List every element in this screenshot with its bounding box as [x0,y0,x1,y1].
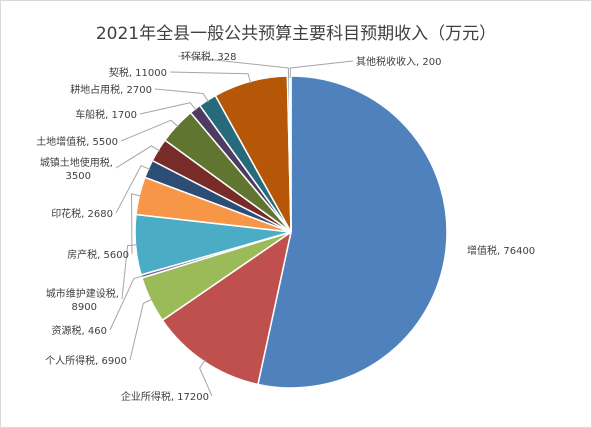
data-label-1: 企业所得税, 17200 [121,390,209,403]
leader-line-11 [169,71,252,84]
pie-slice-0 [257,75,448,389]
leader-line-4 [121,244,138,300]
data-label-2: 个人所得税, 6900 [45,354,127,367]
data-label-line: 个人所得税, 6900 [45,354,127,367]
data-label-line: 8900 [72,302,97,313]
leader-line-6 [115,164,151,214]
data-label-line: 其他税收收入, 200 [356,55,441,68]
data-label-line: 房产税, 5600 [67,248,129,261]
data-label-6: 印花税, 2680 [51,207,113,220]
leader-line-5 [130,193,142,255]
data-label-line: 城市维护建设税, [46,287,119,300]
data-label-line: 城镇土地使用税, [40,156,113,169]
data-label-7: 城镇土地使用税, 3500 [40,156,113,182]
leader-line-9 [139,102,197,115]
data-label-line: 耕地占用税, 2700 [70,83,152,96]
data-label-line: 契税, 11000 [109,66,167,79]
leader-line-7 [115,145,161,169]
data-label-line: 印花税, 2680 [51,207,113,220]
data-label-line: 资源税, 460 [52,324,107,337]
leader-line-8 [120,119,179,142]
data-label-line: 增值税, 76400 [467,244,535,257]
data-label-9: 车船税, 1700 [75,108,137,121]
leader-line-2 [129,298,153,361]
data-label-line: 3500 [66,171,91,182]
data-label-12: 环保税, 328 [181,50,236,63]
data-label-line: 土地增值税, 5500 [36,135,118,148]
leader-line-3 [109,275,144,331]
data-label-3: 资源税, 460 [52,324,107,337]
data-label-10: 耕地占用税, 2700 [70,83,152,96]
data-label-11: 契税, 11000 [109,66,167,79]
leader-line-12 [177,55,289,79]
chart-title: 2021年全县一般公共预算主要科目预期收入（万元） [96,24,496,44]
leader-line-1 [199,359,213,397]
pie-slices [134,75,448,389]
leader-lines [109,55,354,397]
data-label-13: 其他税收收入, 200 [356,55,441,68]
data-label-8: 土地增值税, 5500 [36,135,118,148]
data-label-line: 车船税, 1700 [75,108,137,121]
data-label-5: 房产税, 5600 [67,248,129,261]
data-label-line: 环保税, 328 [181,50,236,63]
data-labels: 增值税, 76400 企业所得税, 17200 个人所得税, 6900 资源税, 46… [36,50,535,403]
data-label-line: 企业所得税, 17200 [121,390,209,403]
leader-line-10 [154,88,209,103]
leader-line-13 [289,60,354,78]
data-label-0: 增值税, 76400 [467,244,535,257]
data-label-4: 城市维护建设税, 8900 [46,287,119,313]
